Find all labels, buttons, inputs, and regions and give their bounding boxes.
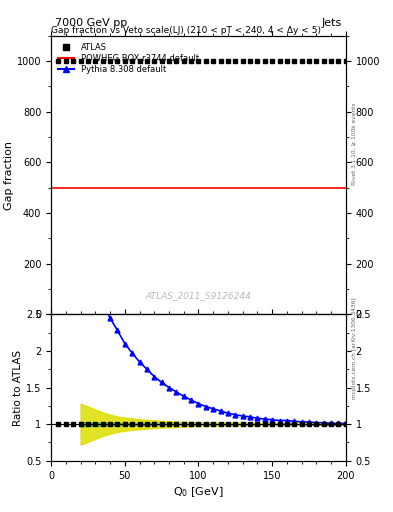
X-axis label: Q$_0$ [GeV]: Q$_0$ [GeV] [173,485,224,499]
Text: mcplots.cern.ch [arXiv:1306.3436]: mcplots.cern.ch [arXiv:1306.3436] [352,297,357,399]
Text: 7000 GeV pp: 7000 GeV pp [55,18,127,28]
Text: ATLAS_2011_S9126244: ATLAS_2011_S9126244 [145,291,252,301]
Text: Rivet 3.1.10, ≥ 100k events: Rivet 3.1.10, ≥ 100k events [352,102,357,185]
Text: Jets: Jets [321,18,342,28]
Legend: ATLAS, POWHEG BOX r3744 default, Pythia 8.308 default: ATLAS, POWHEG BOX r3744 default, Pythia … [55,40,202,76]
Text: Gap fraction vs Veto scale(LJ) (210 < pT < 240, 4 < Δy < 5): Gap fraction vs Veto scale(LJ) (210 < pT… [51,26,321,35]
Y-axis label: Gap fraction: Gap fraction [4,141,14,209]
Y-axis label: Ratio to ATLAS: Ratio to ATLAS [13,350,23,425]
